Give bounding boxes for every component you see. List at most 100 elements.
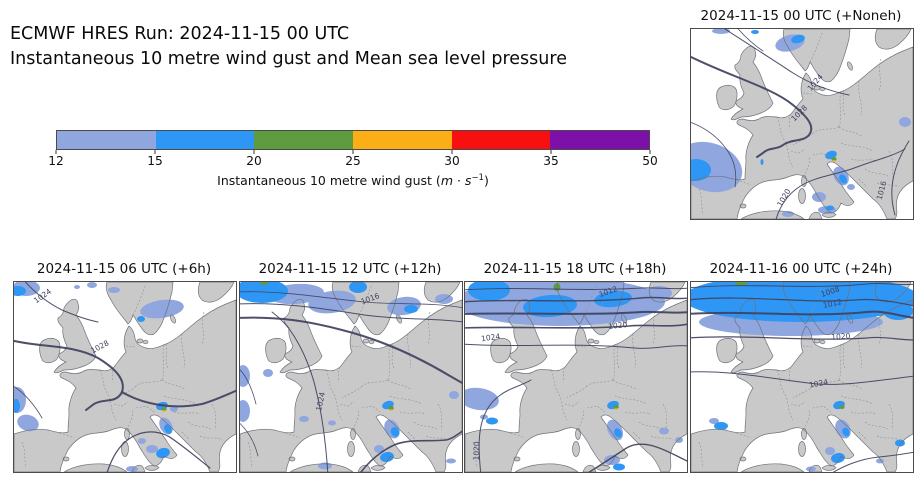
gust-patch (839, 405, 845, 409)
colorbar-segment-30-35 (451, 131, 551, 149)
gust-patch (486, 417, 498, 425)
gust-patch (14, 399, 20, 413)
panel-title: 2024-11-15 18 UTC (+18h) (483, 261, 667, 277)
colorbar-label: Instantaneous 10 metre wind gust (m · s−… (56, 173, 650, 188)
gust-patch (299, 416, 309, 422)
gust-patch (138, 438, 146, 444)
colorbar-segment-20-25 (254, 131, 354, 149)
gust-patch (446, 458, 456, 464)
colorbar-tick-label: 35 (543, 154, 559, 168)
gust-patch (604, 455, 620, 465)
country-borders (472, 283, 674, 469)
colorbar-label-prefix: Instantaneous 10 metre wind gust ( (217, 173, 441, 189)
panel-title: 2024-11-15 06 UTC (+6h) (36, 261, 212, 277)
forecast-panel-analysis: 2024-11-15 00 UTC (+Noneh) 1024 1028 1020 1… (690, 6, 914, 220)
gust-patch (712, 29, 730, 34)
isobar-label: 1020 (831, 331, 851, 341)
gust-patch (614, 408, 618, 410)
gust-patch (308, 290, 356, 314)
colorbar-tick-label: 30 (444, 154, 460, 168)
gust-patch (839, 174, 847, 184)
panel-title: 2024-11-15 00 UTC (+Noneh) (700, 8, 902, 24)
gust-patch (260, 282, 268, 285)
colorbar-unit-s: s (464, 173, 472, 189)
pressure-contours (691, 29, 910, 219)
figure-subtitle: Instantaneous 10 metre wind gust and Mea… (10, 49, 567, 69)
coastlines (240, 282, 462, 472)
pressure-contours (691, 282, 913, 472)
pressure-contours (240, 291, 462, 472)
colorbar-tickmark (550, 150, 552, 154)
colorbar-label-suffix: ) (483, 173, 489, 189)
colorbar-tickmark (55, 150, 57, 154)
colorbar: 12 15 20 25 30 35 50 Instantaneous 10 metre wi… (48, 130, 658, 188)
gust-patch (137, 316, 145, 322)
colorbar-segment-12-15 (57, 131, 156, 149)
colorbar-tick-label: 12 (48, 154, 64, 168)
forecast-panel-24h: 2024-11-16 00 UTC (+24h) 1008 1012 1020 102… (690, 259, 914, 473)
gust-patch (812, 192, 826, 202)
colorbar-swatches (56, 130, 650, 150)
figure-title: ECMWF HRES Run: 2024-11-15 00 UTC (10, 24, 350, 44)
gust-patch (74, 285, 80, 289)
coastlines (691, 29, 913, 219)
gust-patch (613, 405, 619, 409)
land-fill (14, 282, 236, 472)
gust-patch (435, 294, 453, 304)
colorbar-tickmark (649, 150, 651, 154)
figure-header: ECMWF HRES Run: 2024-11-15 00 UTC Instan… (10, 22, 567, 72)
colorbar-unit-m: m (440, 173, 453, 189)
gust-patch (691, 159, 711, 181)
colorbar-tickmark (253, 150, 255, 154)
gust-patch (162, 410, 166, 412)
colorbar-tickmark (352, 150, 354, 154)
gust-patch (126, 466, 138, 472)
gust-patch (404, 305, 418, 313)
gust-patch (240, 282, 262, 294)
isobar-label: 1020 (608, 320, 628, 331)
colorbar-tick-label: 25 (345, 154, 361, 168)
gust-patch (146, 445, 158, 453)
colorbar-segment-25-30 (353, 131, 452, 149)
gust-patch (240, 400, 250, 422)
colorbar-dot: · (453, 173, 465, 189)
gust-patch (170, 406, 178, 412)
wind-gust-shading (691, 29, 911, 217)
colorbar-exponent: −1 (471, 173, 484, 183)
gust-patch (388, 405, 394, 411)
country-borders (247, 283, 449, 469)
coastlines (691, 282, 913, 472)
colorbar-ticks: 12 15 20 25 30 35 50 (48, 150, 658, 170)
gust-patch (389, 409, 393, 411)
gust-patch (842, 427, 850, 437)
gust-patch (899, 117, 911, 127)
isobar-label: 1020 (472, 441, 482, 461)
gust-patch (735, 282, 747, 286)
colorbar-segment-35-50 (550, 131, 650, 149)
gust-patch (390, 427, 400, 437)
gust-patch (832, 160, 836, 162)
forecast-panel-6h: 2024-11-15 06 UTC (+6h) 1024 1028 (13, 259, 237, 473)
forecast-panel-18h: 2024-11-15 18 UTC (+18h) 1012 1024 1020 102… (464, 259, 688, 473)
gust-patch (831, 452, 845, 464)
gust-patch (806, 466, 816, 472)
gust-patch (613, 463, 625, 471)
gust-patch (468, 282, 510, 301)
gust-patch (693, 286, 723, 304)
colorbar-tick-label: 20 (246, 154, 262, 168)
gust-patch (709, 418, 719, 424)
gust-patch (14, 286, 26, 296)
country-borders (698, 30, 900, 216)
gust-patch (714, 422, 728, 430)
gust-patch (791, 34, 805, 44)
isobar-label: 1024 (481, 332, 501, 344)
gust-patch (751, 30, 759, 34)
isobar-label: 1012 (822, 297, 843, 310)
isobar-label: 1024 (808, 377, 829, 389)
gust-patch (263, 369, 273, 377)
gust-patch (449, 391, 459, 399)
gust-patch (164, 424, 172, 434)
